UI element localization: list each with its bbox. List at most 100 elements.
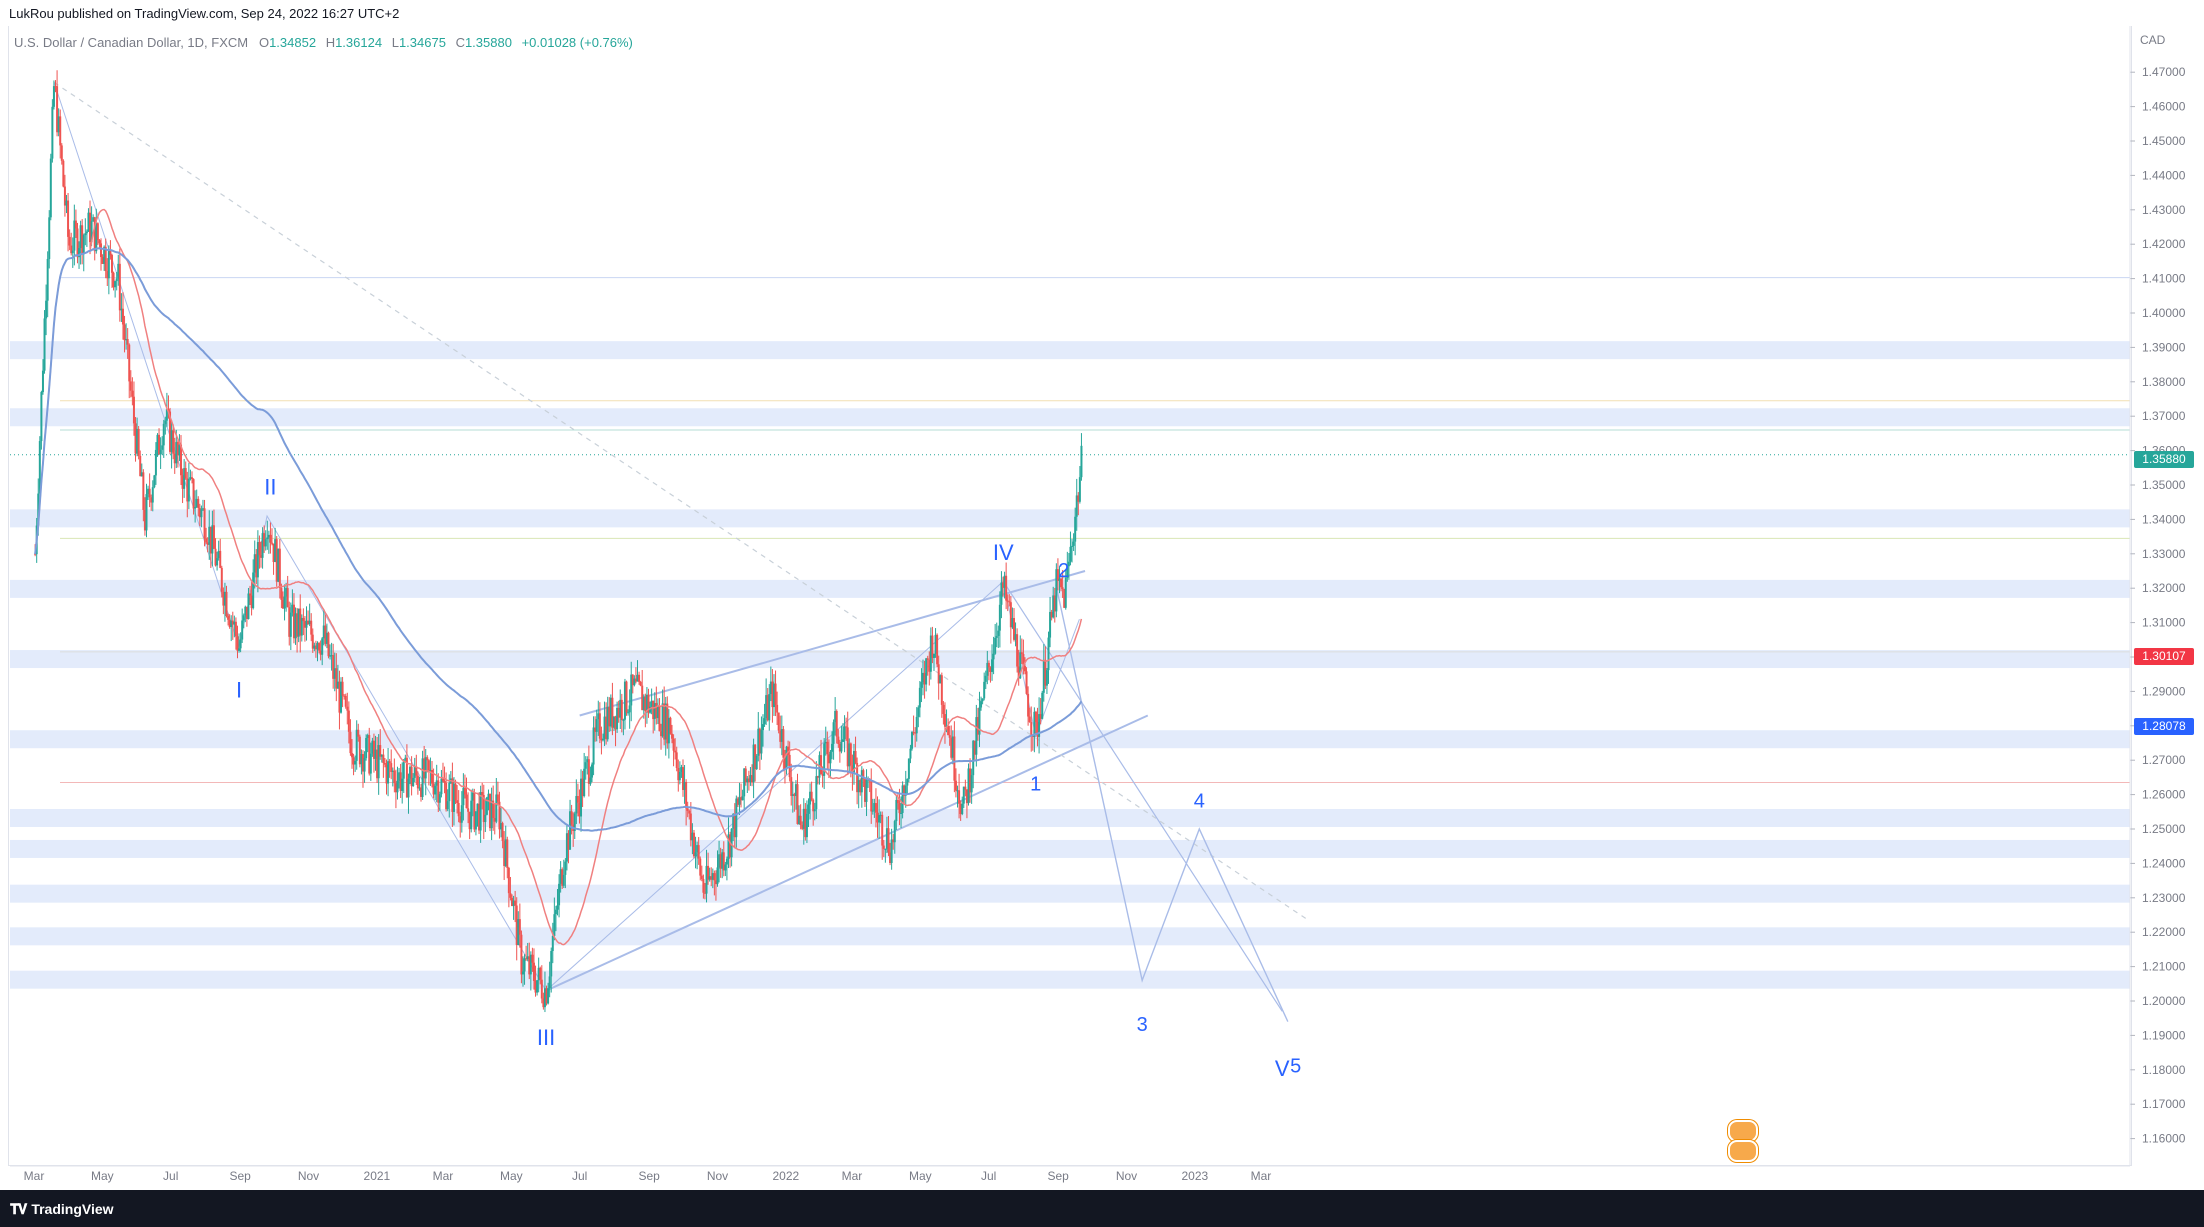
candle-body (420, 787, 423, 797)
price-chart[interactable]: 1.47000 1.46000 1.45000 1.44000 1.43000 1.420… (0, 0, 2204, 1190)
candle-body (688, 810, 691, 814)
candle-body (859, 780, 862, 793)
candle-body (746, 778, 749, 783)
candle-body (379, 745, 382, 757)
candle-body (722, 852, 725, 871)
candle-body (876, 812, 879, 823)
candle-body (302, 617, 305, 622)
candle-body (865, 780, 868, 802)
candle-body (857, 780, 860, 793)
candle-body (73, 220, 76, 251)
candle-body (1027, 693, 1030, 717)
candle-body (598, 713, 601, 739)
time-tick-label: Nov (298, 1169, 319, 1183)
candle-body (409, 766, 412, 779)
candle-body (507, 867, 510, 894)
candle-body (1023, 666, 1026, 672)
us-flag-icon[interactable] (1728, 1140, 1758, 1162)
candle-body (110, 255, 113, 273)
candle-body (398, 772, 401, 781)
candle-body (140, 472, 143, 477)
candle-body (660, 731, 663, 737)
candle-body (170, 430, 173, 452)
candle-body (1000, 582, 1003, 605)
candle-body (511, 897, 514, 907)
candle-body (413, 766, 416, 778)
candle-body (462, 787, 465, 806)
candle-body (427, 760, 430, 771)
candle-body (225, 591, 228, 617)
candle-body (523, 958, 526, 972)
candle-body (459, 816, 462, 823)
candle-body (43, 318, 46, 371)
candle-body (238, 648, 241, 651)
candle-body (40, 392, 43, 442)
candle-body (964, 786, 967, 790)
candle-body (495, 794, 498, 822)
candle-body (650, 700, 653, 707)
candle-body (852, 751, 855, 774)
price-tick-label: 1.35000 (2142, 478, 2186, 492)
candle-body (82, 235, 85, 255)
brand-text: TradingView (31, 1201, 114, 1217)
candle-body (79, 225, 82, 249)
candle-body (801, 824, 804, 829)
price-tick-label: 1.40000 (2142, 306, 2186, 320)
candle-body (958, 790, 961, 804)
candle-body (107, 251, 110, 279)
candle-body (151, 487, 154, 503)
candle-body (190, 477, 193, 480)
candle-body (34, 553, 37, 555)
candle-body (1075, 495, 1078, 517)
candle-body (595, 719, 598, 732)
candle-body (843, 726, 846, 740)
candle-body (307, 620, 310, 625)
candle-body (917, 707, 920, 717)
candle-body (760, 730, 763, 754)
candle-body (617, 707, 620, 718)
candle-body (296, 613, 299, 637)
candle-body (195, 498, 198, 508)
support-zone (10, 509, 2130, 528)
candle-body (863, 779, 866, 802)
candle-body (319, 650, 322, 655)
candle-body (172, 430, 175, 454)
candle-body (457, 802, 460, 817)
candle-body (743, 768, 746, 797)
candle-body (310, 620, 313, 635)
candle-body (272, 543, 275, 563)
candle-body (289, 612, 292, 637)
candle-body (849, 743, 852, 766)
candle-body (506, 839, 509, 868)
candle-body (227, 616, 230, 620)
tradingview-logo[interactable]: 𝐓𝐕 TradingView (10, 1201, 114, 1218)
candle-body (341, 681, 344, 696)
candle-body (446, 801, 449, 810)
candle-body (649, 706, 652, 713)
candle-body (263, 533, 266, 547)
candle-body (435, 780, 438, 786)
canada-flag-icon[interactable] (1728, 1120, 1758, 1142)
candle-body (467, 808, 470, 812)
candle-body (1009, 602, 1012, 628)
candle-body (374, 749, 377, 759)
candle-body (776, 704, 779, 713)
candle-body (587, 759, 590, 784)
candle-body (402, 759, 405, 779)
candle-body (804, 808, 807, 838)
candle-body (264, 539, 267, 547)
candle-body (468, 811, 471, 830)
candle-body (769, 681, 772, 695)
candle-body (923, 672, 926, 685)
ma-slow-badge: 1.28078 (2134, 718, 2194, 735)
candle-body (620, 699, 623, 721)
candle-body (451, 778, 454, 812)
candle-body (708, 876, 711, 880)
candle-body (518, 919, 521, 935)
candle-body (180, 444, 183, 476)
candle-body (677, 767, 680, 781)
candle-body (961, 803, 964, 815)
candle-body (1080, 445, 1083, 478)
candle-body (1047, 637, 1050, 671)
candle-body (465, 794, 468, 809)
